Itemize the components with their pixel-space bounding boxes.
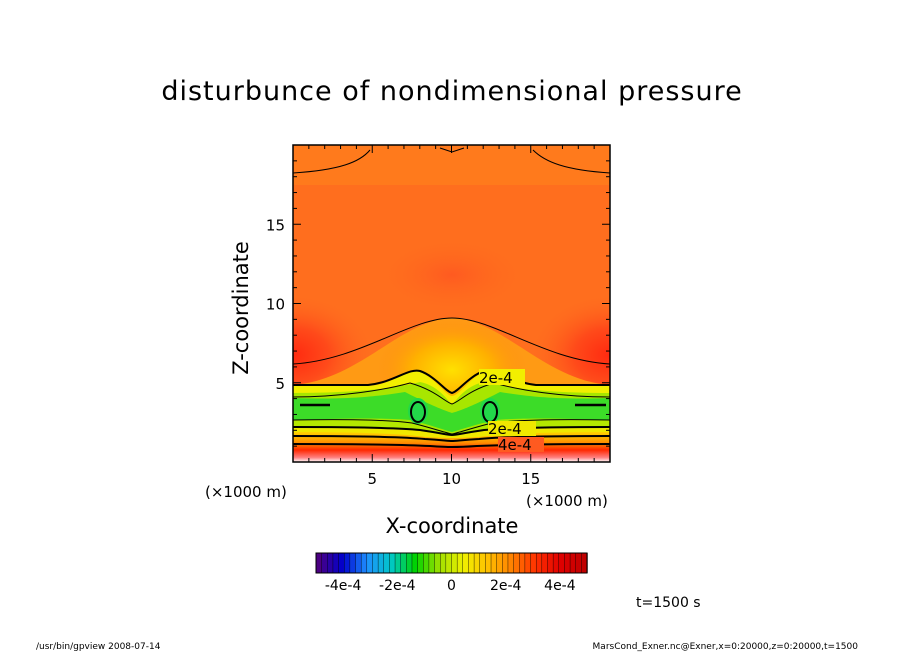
colorbar-swatch (349, 552, 357, 574)
colorbar-swatch (558, 552, 566, 574)
colorbar-tick-label: 0 (447, 578, 456, 594)
colorbar-swatch (490, 552, 498, 574)
time-annotation: t=1500 s (636, 595, 701, 611)
colorbar-swatch (434, 552, 441, 574)
colorbar-swatch (485, 552, 492, 574)
colorbar-swatch (468, 552, 475, 574)
colorbar-swatch (473, 552, 481, 574)
colorbar-swatch (327, 552, 334, 574)
colorbar-swatch (456, 552, 464, 574)
colorbar: -4e-4 -2e-4 0 2e-4 4e-4 (315, 552, 588, 594)
contour-label-bottom: 4e-4 (498, 436, 532, 454)
colorbar-swatch (524, 552, 532, 574)
footer-program-date: /usr/bin/gpview 2008-07-14 (36, 642, 161, 652)
chart-title: disturbunce of nondimensional pressure (161, 76, 743, 107)
contour-label-top: 2e-4 (479, 369, 513, 387)
colorbar-swatch (479, 552, 487, 574)
colorbar-swatch (496, 552, 504, 574)
colorbar-swatch (513, 552, 520, 574)
colorbar-swatch (569, 552, 577, 574)
colorbar-swatch (332, 552, 340, 574)
colorbar-swatch (411, 552, 419, 574)
y-axis-ticks: 5 10 15 (266, 160, 610, 447)
colorbar-swatch (366, 552, 374, 574)
colorbar-swatch (535, 552, 543, 574)
colorbar-swatch (400, 552, 408, 574)
colorbar-swatch (445, 552, 453, 574)
colorbar-tick-label: -2e-4 (379, 578, 416, 594)
colorbar-swatch (394, 552, 402, 574)
colorbar-swatch (377, 552, 385, 574)
colorbar-tick-label: -4e-4 (325, 578, 362, 594)
contour-labels: 2e-4 2e-4 4e-4 (479, 369, 544, 454)
colorbar-tick-label: 4e-4 (544, 578, 576, 594)
colorbar-swatch (541, 552, 549, 574)
colorbar-swatch (440, 552, 447, 574)
colorbar-swatch (502, 552, 509, 574)
colorbar-swatch (519, 552, 526, 574)
colorbar-frame (315, 552, 588, 574)
y-axis-label: Z-coordinate (229, 241, 253, 375)
footer-data-source: MarsCond_Exner.nc@Exner,x=0:20000,z=0:20… (592, 642, 858, 652)
x-unit-label: (×1000 m) (526, 492, 608, 510)
x-axis-ticks: 5 10 15 (308, 145, 595, 488)
y-tick-label: 5 (275, 375, 285, 393)
y-tick-label: 15 (266, 216, 285, 234)
colorbar-swatch (552, 552, 560, 574)
colorbar-swatch (423, 552, 430, 574)
colorbar-swatch (507, 552, 515, 574)
colorbar-swatch (355, 552, 362, 574)
y-tick-label: 10 (266, 296, 285, 314)
colorbar-swatch (564, 552, 571, 574)
colorbar-swatch (383, 552, 391, 574)
colorbar-swatch (451, 552, 458, 574)
x-tick-label: 10 (442, 470, 461, 488)
colorbar-swatch (372, 552, 379, 574)
colorbar-swatch (338, 552, 345, 574)
colorbar-swatch (462, 552, 470, 574)
colorbar-tick-label: 2e-4 (490, 578, 522, 594)
colorbar-swatch (530, 552, 537, 574)
x-tick-label: 15 (521, 470, 540, 488)
colorbar-swatch (428, 552, 436, 574)
z-unit-label: (×1000 m) (205, 483, 287, 501)
x-tick-label: 5 (367, 470, 377, 488)
colorbar-swatch (360, 552, 368, 574)
colorbar-swatch (406, 552, 413, 574)
colorbar-swatch (389, 552, 396, 574)
contour-label-middle: 2e-4 (488, 420, 522, 438)
colorbar-swatch (321, 552, 328, 574)
colorbar-swatch (344, 552, 351, 574)
colorbar-swatch (547, 552, 554, 574)
colorbar-swatch (315, 552, 323, 574)
colorbar-swatch (575, 552, 583, 574)
x-axis-label: X-coordinate (385, 514, 519, 538)
colorbar-swatch (417, 552, 424, 574)
